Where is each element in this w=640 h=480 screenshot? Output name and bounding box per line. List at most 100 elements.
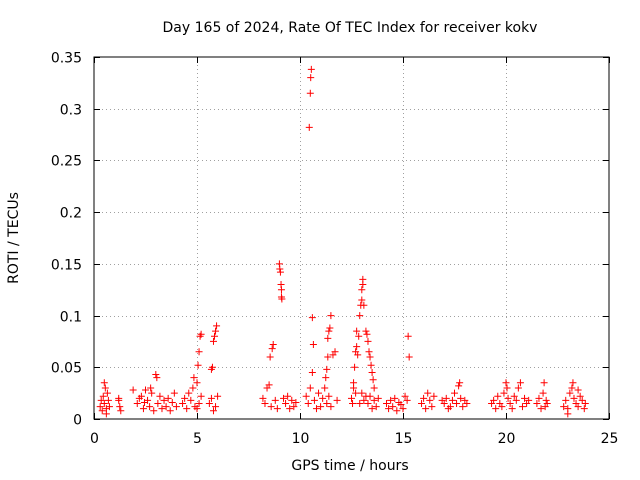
- data-point: [359, 275, 367, 283]
- data-point: [276, 268, 284, 276]
- data-point: [498, 403, 506, 411]
- data-points: [96, 65, 589, 418]
- data-point: [168, 398, 176, 406]
- data-point: [142, 386, 149, 394]
- data-point: [367, 361, 375, 369]
- y-tick-label: 0.1: [60, 310, 82, 326]
- data-point: [333, 396, 341, 404]
- data-point: [353, 327, 361, 335]
- data-point: [97, 396, 105, 404]
- data-point: [360, 396, 368, 404]
- data-point: [363, 330, 371, 338]
- data-point: [525, 396, 533, 404]
- y-tick-label: 0.35: [51, 51, 82, 67]
- data-point: [576, 392, 584, 400]
- data-point: [503, 384, 511, 392]
- data-point: [152, 371, 160, 379]
- data-point: [542, 396, 550, 404]
- data-point: [442, 394, 450, 402]
- data-point: [185, 389, 193, 397]
- data-point: [154, 399, 162, 407]
- data-point: [366, 353, 374, 361]
- data-point: [310, 396, 318, 404]
- data-point: [399, 405, 407, 413]
- data-point: [290, 403, 298, 411]
- data-point: [278, 295, 286, 303]
- data-point: [189, 384, 197, 392]
- data-point: [351, 363, 359, 371]
- data-point: [170, 389, 178, 397]
- x-tick-label: 20: [498, 431, 516, 447]
- data-point: [308, 368, 316, 376]
- data-point: [325, 392, 333, 400]
- data-point: [418, 399, 426, 407]
- data-point: [117, 407, 125, 415]
- data-point: [135, 394, 143, 402]
- data-point: [574, 386, 582, 394]
- data-point: [193, 379, 201, 387]
- data-point: [539, 389, 547, 397]
- y-tick-label: 0.15: [51, 258, 82, 274]
- data-point: [562, 396, 570, 404]
- y-tick-label: 0.25: [51, 154, 82, 170]
- data-point: [428, 403, 436, 411]
- data-point: [502, 379, 510, 387]
- data-point: [494, 392, 502, 400]
- data-point: [362, 327, 370, 335]
- data-point: [500, 389, 508, 397]
- data-point: [405, 353, 413, 361]
- data-point: [451, 389, 458, 397]
- data-point: [358, 296, 366, 304]
- data-point: [101, 384, 109, 392]
- data-point: [282, 399, 290, 407]
- x-tick-label: 5: [193, 431, 202, 447]
- data-point: [321, 384, 329, 392]
- data-point: [327, 403, 335, 411]
- data-point: [150, 407, 158, 415]
- data-point: [194, 361, 202, 369]
- data-point: [569, 379, 577, 387]
- data-point: [271, 396, 279, 404]
- data-point: [323, 399, 331, 407]
- data-point: [324, 334, 332, 342]
- data-point: [422, 405, 430, 413]
- data-point: [164, 394, 172, 402]
- data-point: [578, 396, 586, 404]
- data-point: [370, 396, 378, 404]
- data-point: [214, 392, 222, 400]
- data-point: [568, 384, 576, 392]
- data-point: [391, 394, 399, 402]
- y-axis-label: ROTI / TECUs: [6, 192, 22, 284]
- data-point: [179, 399, 187, 407]
- data-point: [490, 396, 498, 404]
- data-point: [521, 394, 529, 402]
- data-point: [190, 374, 198, 382]
- data-point: [516, 379, 524, 387]
- data-point: [209, 337, 217, 345]
- data-point: [115, 394, 123, 402]
- data-point: [580, 405, 588, 413]
- data-point: [195, 348, 203, 356]
- x-tick-label: 0: [90, 431, 99, 447]
- data-point: [354, 351, 362, 359]
- data-point: [459, 403, 467, 411]
- plot-frame: [93, 56, 610, 420]
- data-point: [100, 399, 108, 407]
- data-point: [510, 392, 518, 400]
- data-point: [304, 399, 312, 407]
- data-point: [148, 389, 156, 397]
- data-point: [139, 405, 147, 413]
- data-point: [508, 405, 516, 413]
- axis-ticks: 0 0.05 0.1 0.15 0.2 0.25 0.3 0.35 0 5 10 15 20 25: [51, 51, 619, 448]
- data-point: [514, 384, 522, 392]
- data-point: [420, 394, 428, 402]
- data-point: [322, 374, 330, 382]
- data-point: [463, 399, 471, 407]
- data-point: [370, 384, 378, 392]
- data-point: [306, 384, 314, 392]
- data-point: [268, 345, 276, 353]
- data-point: [265, 381, 273, 389]
- data-point: [570, 394, 578, 402]
- data-point: [372, 403, 380, 411]
- data-point: [430, 392, 438, 400]
